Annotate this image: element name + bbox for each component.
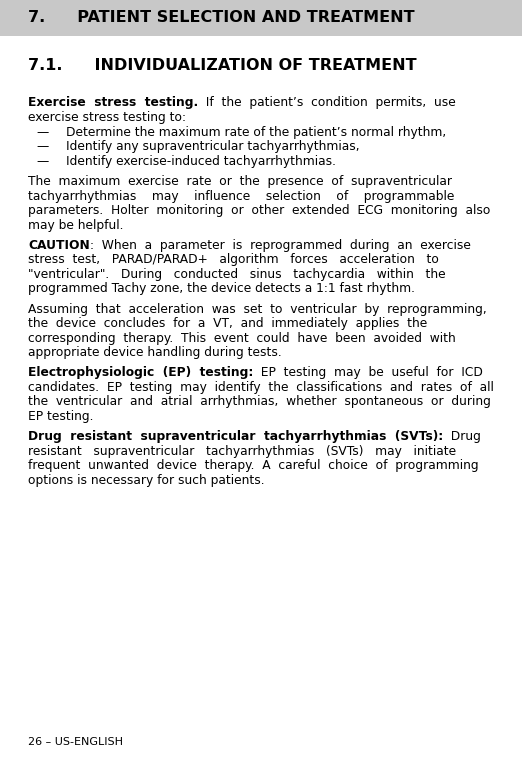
Text: The  maximum  exercise  rate  or  the  presence  of  supraventricular: The maximum exercise rate or the presenc… — [28, 175, 452, 188]
Text: candidates.  EP  testing  may  identify  the  classifications  and  rates  of  a: candidates. EP testing may identify the … — [28, 381, 494, 394]
Text: Drug: Drug — [443, 430, 481, 443]
Text: EP testing.: EP testing. — [28, 410, 93, 423]
Text: parameters.  Holter  monitoring  or  other  extended  ECG  monitoring  also: parameters. Holter monitoring or other e… — [28, 204, 490, 217]
Text: the  device  concludes  for  a  VT,  and  immediately  applies  the: the device concludes for a VT, and immed… — [28, 317, 427, 330]
Text: tachyarrhythmias    may    influence    selection    of    programmable: tachyarrhythmias may influence selection… — [28, 190, 454, 203]
Text: Electrophysiologic  (EP)  testing:: Electrophysiologic (EP) testing: — [28, 367, 253, 380]
Text: —: — — [36, 140, 48, 153]
Text: Identify exercise-induced tachyarrhythmias.: Identify exercise-induced tachyarrhythmi… — [66, 155, 336, 168]
Text: 26 – US-ENGLISH: 26 – US-ENGLISH — [28, 737, 123, 747]
Text: If  the  patient’s  condition  permits,  use: If the patient’s condition permits, use — [198, 96, 456, 109]
Text: the  ventricular  and  atrial  arrhythmias,  whether  spontaneous  or  during: the ventricular and atrial arrhythmias, … — [28, 395, 491, 408]
Text: stress  test,   PARAD/PARAD+   algorithm   forces   acceleration   to: stress test, PARAD/PARAD+ algorithm forc… — [28, 254, 439, 266]
Text: may be helpful.: may be helpful. — [28, 219, 124, 231]
Text: appropriate device handling during tests.: appropriate device handling during tests… — [28, 346, 282, 359]
Text: 7.1.  INDIVIDUALIZATION OF TREATMENT: 7.1. INDIVIDUALIZATION OF TREATMENT — [28, 58, 417, 73]
Text: options is necessary for such patients.: options is necessary for such patients. — [28, 474, 265, 487]
Text: Assuming  that  acceleration  was  set  to  ventricular  by  reprogramming,: Assuming that acceleration was set to ve… — [28, 303, 487, 316]
Text: EP  testing  may  be  useful  for  ICD: EP testing may be useful for ICD — [253, 367, 483, 380]
Text: CAUTION: CAUTION — [28, 239, 90, 252]
Text: :  When  a  parameter  is  reprogrammed  during  an  exercise: : When a parameter is reprogrammed durin… — [90, 239, 471, 252]
Text: Exercise  stress  testing.: Exercise stress testing. — [28, 96, 198, 109]
Text: —: — — [36, 126, 48, 139]
Text: corresponding  therapy.  This  event  could  have  been  avoided  with: corresponding therapy. This event could … — [28, 332, 456, 345]
Text: 7.  PATIENT SELECTION AND TREATMENT: 7. PATIENT SELECTION AND TREATMENT — [28, 11, 414, 26]
Text: exercise stress testing to:: exercise stress testing to: — [28, 111, 186, 124]
Bar — [0, 0, 522, 36]
Text: programmed Tachy zone, the device detects a 1:1 fast rhythm.: programmed Tachy zone, the device detect… — [28, 282, 415, 295]
Text: "ventricular".   During   conducted   sinus   tachycardia   within   the: "ventricular". During conducted sinus ta… — [28, 268, 446, 281]
Text: frequent  unwanted  device  therapy.  A  careful  choice  of  programming: frequent unwanted device therapy. A care… — [28, 459, 479, 472]
Text: Identify any supraventricular tachyarrhythmias,: Identify any supraventricular tachyarrhy… — [66, 140, 360, 153]
Text: resistant   supraventricular   tachyarrhythmias   (SVTs)   may   initiate: resistant supraventricular tachyarrhythm… — [28, 445, 456, 458]
Text: Drug  resistant  supraventricular  tachyarrhythmias  (SVTs):: Drug resistant supraventricular tachyarr… — [28, 430, 443, 443]
Text: —: — — [36, 155, 48, 168]
Text: Determine the maximum rate of the patient’s normal rhythm,: Determine the maximum rate of the patien… — [66, 126, 446, 139]
